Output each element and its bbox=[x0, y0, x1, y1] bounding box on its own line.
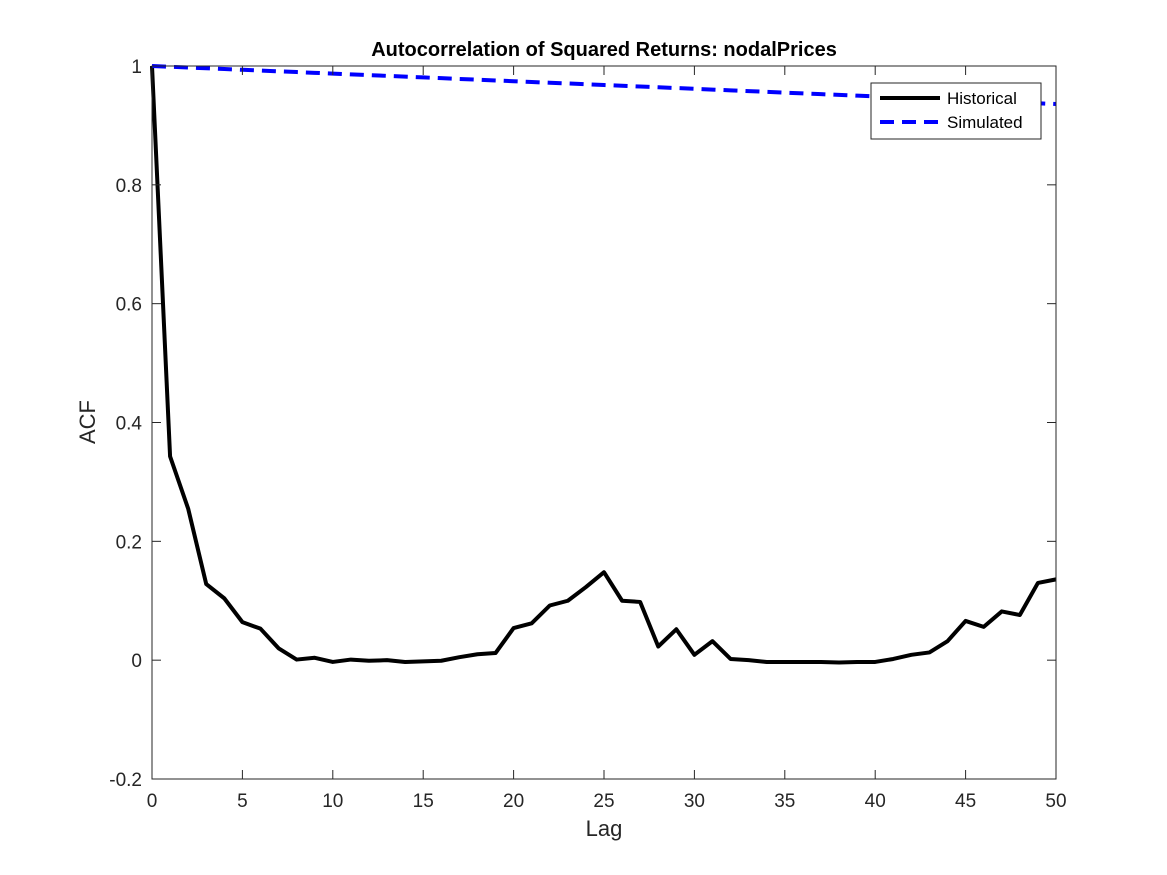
legend: Historical Simulated bbox=[870, 82, 1042, 140]
plot-area bbox=[152, 66, 1056, 779]
legend-label-simulated: Simulated bbox=[947, 113, 1023, 132]
x-tick-label: 0 bbox=[147, 791, 158, 812]
y-tick-label: 0 bbox=[131, 651, 142, 672]
x-tick-label: 10 bbox=[322, 791, 343, 812]
y-tick-label: 0.8 bbox=[116, 176, 142, 197]
y-axis-label: ACF bbox=[75, 400, 100, 444]
y-tick-label: 0.6 bbox=[116, 295, 142, 316]
x-tick-label: 45 bbox=[955, 791, 976, 812]
chart-title: Autocorrelation of Squared Returns: noda… bbox=[371, 39, 837, 61]
y-tick-label: -0.2 bbox=[109, 770, 142, 791]
legend-box bbox=[870, 82, 1042, 140]
y-tick-label: 0.2 bbox=[116, 532, 142, 553]
ticks-layer: 0 5 10 15 20 25 30 35 40 45 50-0.200.20.40.60.81 bbox=[109, 57, 1066, 812]
x-tick-label: 35 bbox=[774, 791, 795, 812]
series-line-historical bbox=[150, 65, 1057, 665]
legend-label-historical: Historical bbox=[947, 89, 1017, 108]
x-tick-label: 20 bbox=[503, 791, 524, 812]
x-tick-label: 30 bbox=[684, 791, 705, 812]
x-tick-label: 15 bbox=[413, 791, 434, 812]
y-tick-label: 1 bbox=[131, 57, 142, 78]
x-tick-label: 50 bbox=[1045, 791, 1066, 812]
y-tick-label: 0.4 bbox=[116, 414, 143, 435]
x-tick-label: 5 bbox=[237, 791, 248, 812]
x-tick-label: 25 bbox=[593, 791, 614, 812]
x-axis-label: Lag bbox=[586, 816, 623, 841]
x-tick-label: 40 bbox=[865, 791, 886, 812]
